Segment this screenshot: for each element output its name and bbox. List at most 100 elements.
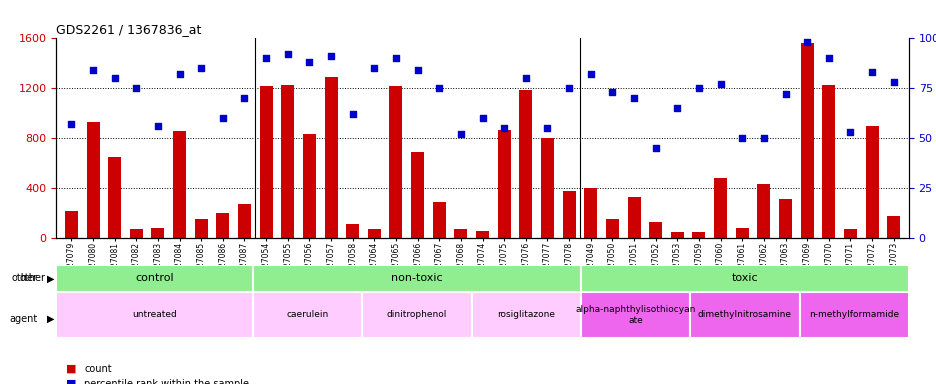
Bar — [580, 292, 690, 338]
Point — [128, 85, 143, 91]
Point — [194, 65, 209, 71]
Text: ■: ■ — [66, 364, 76, 374]
Text: n-methylformamide: n-methylformamide — [809, 310, 899, 319]
Point — [712, 81, 727, 88]
Bar — [670, 232, 683, 238]
Bar — [454, 229, 467, 238]
Text: rosiglitazone: rosiglitazone — [497, 310, 555, 319]
Bar — [540, 138, 553, 238]
Bar — [324, 77, 337, 238]
Bar — [56, 265, 253, 292]
Bar — [886, 216, 899, 238]
Bar — [368, 229, 380, 238]
Text: other: other — [11, 273, 37, 283]
Point — [496, 125, 511, 131]
Bar — [649, 222, 662, 238]
Bar — [471, 292, 580, 338]
Bar — [865, 126, 878, 238]
Text: count: count — [84, 364, 111, 374]
Point — [691, 85, 706, 91]
Bar — [475, 230, 489, 238]
Bar — [130, 229, 142, 238]
Bar — [362, 292, 471, 338]
Bar — [152, 228, 164, 238]
Bar — [497, 129, 510, 238]
Bar — [822, 84, 834, 238]
Bar — [432, 202, 446, 238]
Bar — [580, 265, 908, 292]
Bar — [173, 131, 186, 238]
Point — [258, 55, 273, 61]
Point — [648, 145, 663, 151]
Bar — [690, 292, 798, 338]
Bar — [411, 152, 424, 238]
Text: dinitrophenol: dinitrophenol — [387, 310, 446, 319]
Point — [561, 85, 576, 91]
Bar — [735, 228, 748, 238]
Bar — [253, 292, 362, 338]
Point — [453, 131, 468, 137]
Bar — [108, 157, 121, 238]
Point — [798, 39, 813, 45]
Text: agent: agent — [9, 314, 37, 324]
Text: ■: ■ — [66, 379, 76, 384]
Point — [301, 59, 316, 65]
Text: toxic: toxic — [731, 273, 757, 283]
Point — [605, 89, 620, 95]
Text: control: control — [135, 273, 174, 283]
Text: alpha-naphthylisothiocyan
ate: alpha-naphthylisothiocyan ate — [575, 305, 695, 324]
Bar — [65, 210, 78, 238]
Bar — [756, 184, 769, 238]
Bar — [800, 43, 812, 238]
Text: dimethylnitrosamine: dimethylnitrosamine — [697, 310, 791, 319]
Point — [864, 69, 879, 75]
Point — [388, 55, 403, 61]
Bar — [216, 213, 229, 238]
Bar — [778, 199, 791, 238]
Point — [475, 115, 490, 121]
Bar — [281, 84, 294, 238]
Point — [842, 129, 857, 135]
Bar — [692, 232, 705, 238]
Point — [431, 85, 446, 91]
Text: ▶: ▶ — [47, 314, 54, 324]
Text: untreated: untreated — [132, 310, 177, 319]
Point — [539, 125, 554, 131]
Point — [344, 111, 359, 118]
Point — [518, 75, 533, 81]
Point — [280, 51, 295, 58]
Point — [237, 95, 252, 101]
Text: percentile rank within the sample: percentile rank within the sample — [84, 379, 249, 384]
Point — [777, 91, 792, 98]
Bar — [259, 86, 272, 238]
Bar — [56, 292, 253, 338]
Point — [626, 95, 641, 101]
Point — [215, 115, 230, 121]
Point — [755, 135, 770, 141]
Bar — [843, 229, 856, 238]
Bar — [389, 86, 402, 238]
Text: caerulein: caerulein — [286, 310, 329, 319]
Point — [367, 65, 382, 71]
Bar — [238, 204, 251, 238]
Point — [582, 71, 597, 78]
Point — [85, 67, 100, 73]
Bar — [713, 178, 726, 238]
Point — [669, 105, 684, 111]
Text: ▶: ▶ — [47, 273, 54, 283]
Point — [151, 123, 166, 129]
Bar — [195, 219, 208, 238]
Text: other: other — [20, 273, 45, 283]
Point — [107, 75, 122, 81]
Bar — [798, 292, 908, 338]
Bar — [253, 265, 580, 292]
Bar — [519, 89, 532, 238]
Point — [885, 79, 900, 85]
Text: non-toxic: non-toxic — [390, 273, 443, 283]
Text: GDS2261 / 1367836_at: GDS2261 / 1367836_at — [56, 23, 201, 36]
Bar — [345, 224, 358, 238]
Bar — [627, 197, 640, 238]
Point — [410, 67, 425, 73]
Bar — [606, 219, 619, 238]
Bar — [302, 134, 315, 238]
